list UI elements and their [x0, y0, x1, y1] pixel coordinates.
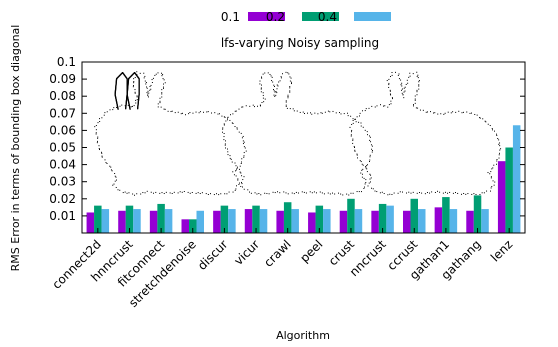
x-tick-label: discur: [195, 237, 231, 273]
legend-label: 0.2: [266, 10, 285, 24]
y-tick-label: 0.01: [49, 209, 76, 223]
legend-swatch: [248, 12, 285, 21]
y-tick-label: 0.04: [49, 158, 76, 172]
x-tick-label: lenz: [488, 237, 515, 264]
bar: [473, 195, 482, 233]
y-tick-label: 0.09: [49, 72, 76, 86]
y-axis-title: RMS Error in terms of bounding box diago…: [9, 25, 22, 272]
chart-subtitle: lfs-varying Noisy sampling: [221, 36, 379, 50]
y-tick-label: 0.08: [49, 89, 76, 103]
bunny-outline: [222, 71, 373, 196]
bar: [291, 209, 299, 233]
bar: [512, 125, 521, 233]
x-tick-label: vicur: [231, 237, 262, 268]
bar: [101, 209, 110, 233]
bar: [497, 161, 506, 233]
bar: [252, 205, 260, 233]
x-tick-label: connect2d: [49, 237, 104, 292]
y-tick-label: 0.1: [57, 55, 76, 69]
bar: [149, 210, 158, 233]
bar: [164, 209, 173, 233]
y-tick-label: 0.02: [49, 192, 76, 206]
bar: [181, 219, 189, 233]
bar: [213, 210, 221, 233]
x-tick-label: crawl: [261, 237, 294, 270]
bar: [228, 209, 236, 233]
bar: [323, 209, 331, 233]
bunny-outline: [349, 71, 502, 196]
bar: [354, 209, 363, 233]
bar: [481, 209, 489, 233]
bar: [442, 197, 450, 233]
bars: [86, 125, 521, 233]
bar: [276, 210, 284, 233]
bar: [378, 203, 387, 233]
legend-swatch: [354, 12, 391, 21]
bar: [434, 207, 443, 233]
bar: [371, 210, 379, 233]
plot-frame: [81, 61, 526, 234]
bar: [339, 210, 348, 233]
bar: [315, 205, 324, 233]
bar: [308, 212, 316, 233]
legend: 0.1 0.2 0.4: [221, 10, 391, 24]
bar: [86, 212, 95, 233]
bunny-outlines-illustration: [94, 71, 502, 196]
bar: [505, 147, 513, 233]
bar: [220, 205, 229, 233]
x-axis-title: Algorithm: [276, 329, 330, 342]
bar: [283, 202, 292, 233]
bar: [118, 210, 126, 233]
bunny-outline: [94, 71, 247, 196]
bar: [125, 205, 134, 233]
bar: [410, 198, 418, 233]
bar: [244, 209, 253, 233]
legend-label: 0.4: [318, 10, 337, 24]
bar: [157, 203, 165, 233]
bar: [259, 209, 268, 233]
y-tick-label: 0.07: [49, 106, 76, 120]
x-axis: connect2dhnncrustfitconnectstretchdenois…: [49, 228, 515, 310]
y-axis: 0.01 0.02 0.03 0.04 0.05 0.06 0.07 0.08 0.09 0.1: [49, 55, 525, 223]
y-tick-label: 0.05: [49, 141, 76, 155]
bar: [449, 209, 458, 233]
bar: [347, 198, 355, 233]
y-tick-label: 0.03: [49, 175, 76, 189]
bar: [386, 205, 394, 233]
bar: [466, 210, 474, 233]
bar: [418, 209, 426, 233]
bar: [196, 210, 204, 233]
legend-swatch: [302, 12, 339, 21]
bar: [94, 205, 102, 233]
bar: [133, 209, 141, 233]
x-tick-label: peel: [297, 237, 325, 265]
legend-label: 0.1: [221, 10, 240, 24]
y-tick-label: 0.06: [49, 123, 76, 137]
bar: [189, 219, 197, 233]
bar: [403, 210, 411, 233]
